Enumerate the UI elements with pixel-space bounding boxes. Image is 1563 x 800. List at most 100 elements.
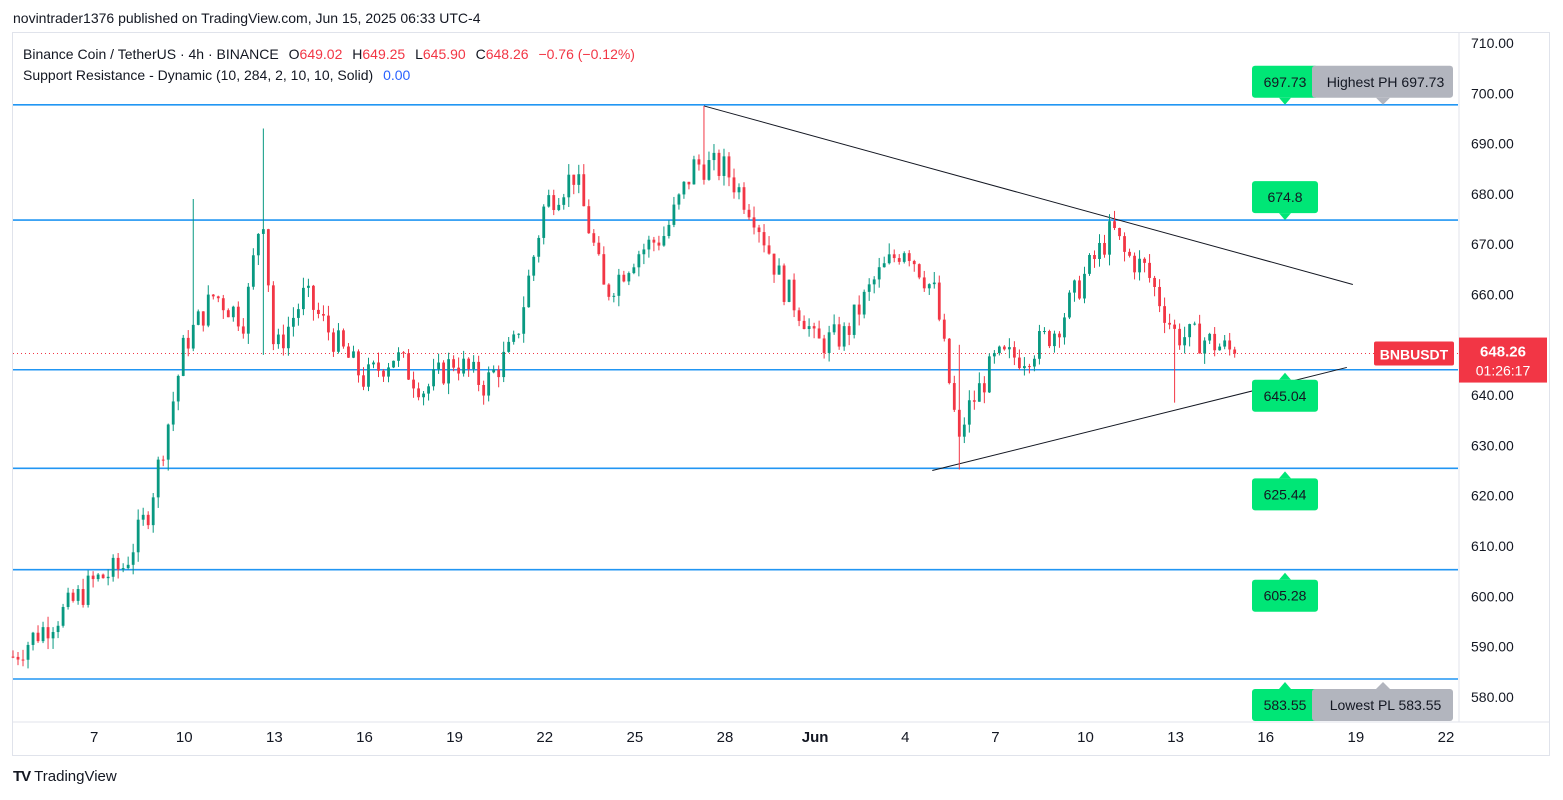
candle-body [612, 295, 616, 297]
candle-body [937, 282, 941, 320]
candle-body [81, 589, 85, 605]
candle-body [111, 557, 115, 577]
candle-body [862, 291, 866, 315]
candle-body [672, 204, 676, 225]
candle-body [842, 326, 846, 347]
publisher-name[interactable]: novintrader1376 [13, 10, 115, 26]
candle-body [392, 360, 395, 368]
level-price-label[interactable] [1252, 478, 1318, 511]
candle-body [261, 229, 265, 234]
publication-info: novintrader1376 published on TradingView… [13, 10, 481, 26]
symbol-legend-row[interactable]: Binance Coin / TetherUS · 4h · BINANCE O… [23, 44, 635, 65]
candle-body [166, 424, 170, 460]
candle-body [872, 279, 876, 285]
last-price-tag[interactable] [1459, 337, 1547, 383]
pivot-note-label[interactable] [1312, 689, 1453, 722]
candle-body [692, 159, 696, 185]
candle-body [902, 253, 906, 262]
brand-name: TradingView [34, 768, 117, 785]
level-price-text: 645.04 [1264, 388, 1307, 404]
candle-body [1088, 255, 1091, 274]
candle-body [967, 400, 971, 425]
candle-body [256, 233, 260, 256]
level-price-label[interactable] [1252, 181, 1318, 214]
candle-body [1098, 242, 1101, 260]
tradingview-brand[interactable]: TV TradingView [13, 768, 117, 785]
candle-body [56, 625, 60, 633]
candle-body [812, 326, 816, 329]
candle-body [897, 258, 901, 262]
pivot-note-label[interactable] [1312, 65, 1453, 98]
pivot-note-pointer-icon [1376, 682, 1390, 690]
candle-body [71, 592, 75, 601]
candle-body [797, 310, 801, 321]
candle-body [1223, 340, 1227, 347]
candle-body [1083, 273, 1086, 299]
candle-body [291, 317, 295, 327]
candle-body [1228, 340, 1232, 350]
candle-body [412, 379, 415, 389]
chart-legend: Binance Coin / TetherUS · 4h · BINANCE O… [23, 44, 635, 86]
price-change: −0.76 (−0.12%) [538, 46, 635, 62]
candle-body [226, 310, 230, 318]
candle-body [697, 159, 701, 165]
candle-body [1002, 346, 1006, 350]
x-tick-label: 4 [901, 729, 909, 746]
candle-body [1148, 262, 1151, 278]
candle-body [61, 607, 65, 626]
candle-body [817, 328, 821, 339]
candle-body [1163, 306, 1166, 323]
level-price-label[interactable] [1252, 689, 1318, 722]
y-tick-label: 680.00 [1471, 186, 1514, 202]
candle-body [987, 356, 991, 393]
candle-body [472, 361, 476, 370]
level-price-label[interactable] [1252, 379, 1318, 412]
candle-body [662, 236, 666, 246]
candle-body [892, 254, 896, 259]
level-price-text: 605.28 [1264, 588, 1307, 604]
candle-body [947, 338, 951, 384]
indicator-legend-row[interactable]: Support Resistance - Dynamic (10, 284, 2… [23, 65, 635, 86]
candle-body [822, 338, 826, 353]
symbol-price-tag[interactable] [1374, 341, 1454, 366]
candle-body [757, 227, 761, 233]
candle-body [1143, 258, 1146, 263]
candle-body [372, 362, 375, 365]
candle-body [1123, 236, 1126, 252]
candle-body [1108, 221, 1111, 255]
open-value: 649.02 [299, 46, 343, 62]
candle-body [597, 242, 601, 255]
candle-body [342, 330, 345, 347]
y-tick-label: 690.00 [1471, 136, 1514, 152]
candle-body [327, 315, 330, 333]
candle-body [1208, 333, 1212, 341]
y-tick-label: 640.00 [1471, 387, 1514, 403]
level-price-label[interactable] [1252, 579, 1318, 612]
candle-body [337, 330, 340, 352]
candle-body [1073, 280, 1076, 293]
candle-body [602, 254, 606, 285]
candle-body [542, 206, 546, 238]
candle-body [832, 324, 836, 333]
candle-body [567, 174, 571, 198]
level-label-pointer-icon [1279, 471, 1291, 479]
level-price-label[interactable] [1252, 65, 1318, 98]
candle-body [347, 346, 350, 358]
candle-body [76, 589, 80, 601]
candle-body [266, 229, 270, 286]
candle-body [997, 346, 1001, 354]
candle-body [442, 362, 445, 384]
candle-body [582, 174, 586, 207]
candle-body [146, 514, 150, 526]
candle-body [1118, 227, 1121, 237]
trendline[interactable] [703, 105, 1353, 285]
candle-body [432, 369, 435, 387]
candle-body [787, 279, 791, 302]
open-label: O [288, 46, 300, 62]
level-label-pointer-icon [1279, 372, 1291, 380]
y-tick-label: 620.00 [1471, 488, 1514, 504]
candle-body [317, 309, 320, 314]
candle-body [186, 337, 190, 349]
candle-body [1203, 340, 1207, 354]
